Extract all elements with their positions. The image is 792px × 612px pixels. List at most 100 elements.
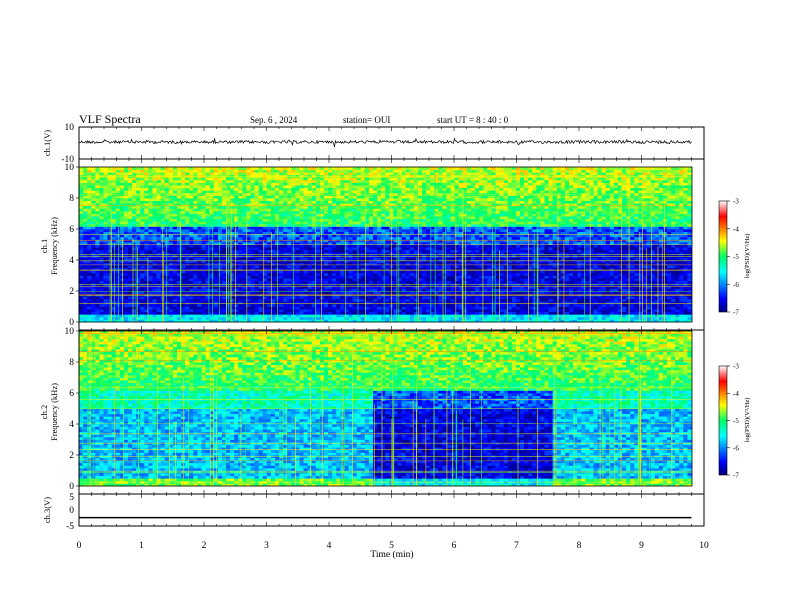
spectrogram-cell <box>136 169 141 173</box>
spectrogram-cell <box>181 200 186 204</box>
spectrogram-cell <box>83 291 88 294</box>
spectrogram-cell <box>177 311 182 315</box>
spectrogram-cell <box>164 177 170 181</box>
spectrogram-cell <box>254 244 260 248</box>
spectrogram-cell <box>340 278 345 282</box>
spectrogram-cell <box>401 177 407 181</box>
spectrogram-cell <box>136 249 141 253</box>
spectrogram-cell <box>328 185 333 189</box>
spectrogram-cell <box>152 303 157 307</box>
spectrogram-cell <box>128 252 133 256</box>
spectrogram-cell <box>132 195 137 199</box>
spectrogram-cell <box>250 270 255 274</box>
spectrogram-cell <box>148 203 153 207</box>
spectrogram-cell <box>405 205 411 209</box>
spectrogram-cell <box>177 275 182 279</box>
spectrogram-cell <box>295 247 300 251</box>
spectrogram-cell <box>115 319 121 323</box>
spectrogram-cell <box>368 306 374 310</box>
spectrogram-cell <box>140 203 145 207</box>
spectrogram-cell <box>79 249 84 253</box>
spectrogram-cell <box>111 221 117 225</box>
spectrogram-cell <box>287 272 292 276</box>
spectrogram-cell <box>360 262 366 266</box>
spectrogram-cell <box>303 303 309 307</box>
spectrogram-cell <box>360 190 366 194</box>
spectrogram-cell <box>87 223 92 227</box>
spectrogram-cell <box>303 314 309 318</box>
spectrogram-cell <box>168 200 174 204</box>
spectrogram-cell <box>91 316 96 320</box>
spectrogram-cell <box>368 311 374 315</box>
spectrogram-cell <box>91 221 96 225</box>
spectrogram-cell <box>103 272 108 276</box>
spectrogram-cell <box>405 301 411 305</box>
spectrogram-cell <box>115 247 121 251</box>
spectrogram-cell <box>246 205 251 209</box>
spectrogram-cell <box>221 267 227 271</box>
spectrogram-cell <box>315 198 321 201</box>
spectrogram-cell <box>111 169 117 173</box>
spectrogram-cell <box>332 252 337 256</box>
spectrogram-cell <box>242 236 247 240</box>
spectrogram-cell <box>197 296 202 300</box>
spectrogram-cell <box>254 296 260 300</box>
spectrogram-cell <box>87 167 92 170</box>
spectrogram-cell <box>230 298 235 302</box>
spectrogram-cell <box>258 306 264 310</box>
spectrogram-cell <box>303 229 309 232</box>
spectrogram-cell <box>360 257 366 261</box>
spectrogram-cell <box>144 285 149 289</box>
spectrogram-cell <box>87 267 92 271</box>
spectrogram-cell <box>189 213 194 217</box>
spectrogram-cell <box>193 195 198 199</box>
spectrogram-cell <box>250 234 255 238</box>
spectrogram-cell <box>132 262 137 266</box>
spectrogram-cell <box>393 309 398 313</box>
spectrogram-cell <box>103 298 108 302</box>
spectrogram-cell <box>381 229 386 232</box>
spectrogram-cell <box>123 195 129 199</box>
spectrogram-cell <box>83 296 88 300</box>
spectrogram-cell <box>409 272 415 276</box>
spectrogram-cell <box>328 275 333 279</box>
spectrogram-cell <box>336 185 341 189</box>
spectrogram-cell <box>144 226 149 230</box>
spectrogram-cell <box>87 179 92 183</box>
spectrogram-cell <box>91 280 96 284</box>
spectrogram-cell <box>148 293 153 297</box>
spectrogram-cell <box>111 244 117 248</box>
spectrogram-cell <box>385 260 390 263</box>
spectrogram-cell <box>103 195 108 199</box>
spectrogram-cell <box>221 185 227 189</box>
spectrogram-cell <box>336 167 341 170</box>
spectrogram-cell <box>303 301 309 305</box>
spectrogram-cell <box>168 306 174 310</box>
spectrogram-cell <box>360 272 366 276</box>
spectrogram-cell <box>397 213 402 217</box>
spectrogram-cell <box>111 280 117 284</box>
spectrogram-cell <box>136 208 141 212</box>
spectrogram-cell <box>181 182 186 186</box>
spectrogram-cell <box>373 288 378 292</box>
spectrogram-cell <box>356 190 362 194</box>
spectrogram-cell <box>246 291 251 294</box>
spectrogram-cell <box>348 203 353 207</box>
spectrogram-cell <box>79 291 84 294</box>
spectrogram-cell <box>254 247 260 251</box>
spectrogram-cell <box>185 303 190 307</box>
spectrogram-cell <box>299 244 304 248</box>
spectrogram-cell <box>368 249 374 253</box>
spectrogram-cell <box>381 278 386 282</box>
spectrogram-cell <box>87 226 92 230</box>
spectrogram-cell <box>168 203 174 207</box>
spectrogram-cell <box>364 311 370 315</box>
spectrogram-cell <box>83 247 88 251</box>
spectrogram-cell <box>107 187 113 191</box>
spectrogram-cell <box>152 278 157 282</box>
spectrogram-cell <box>156 210 162 214</box>
spectrogram-cell <box>115 270 121 274</box>
spectrogram-cell <box>250 314 255 318</box>
spectrogram-cell <box>328 303 333 307</box>
spectrogram-cell <box>91 303 96 307</box>
